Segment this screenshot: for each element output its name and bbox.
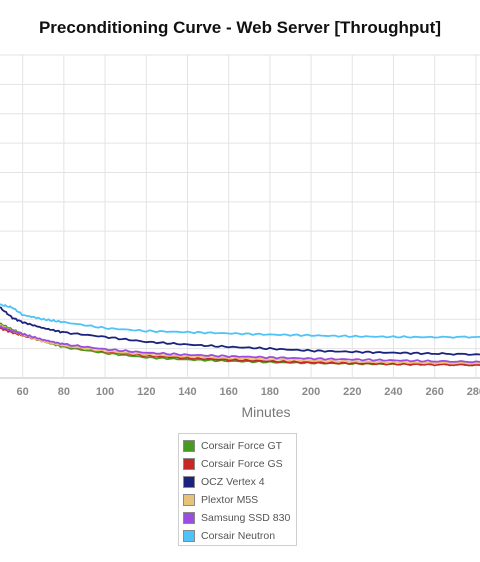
legend-swatch bbox=[183, 458, 195, 470]
x-tick-label: 120 bbox=[137, 386, 155, 398]
legend-label: OCZ Vertex 4 bbox=[201, 476, 265, 488]
legend-item[interactable]: Corsair Force GT bbox=[183, 437, 296, 455]
x-tick-label: 260 bbox=[425, 386, 443, 398]
legend: Corsair Force GT Corsair Force GS OCZ Vert… bbox=[178, 433, 297, 546]
legend-item[interactable]: Plextor M5S bbox=[183, 491, 296, 509]
legend-label: Corsair Force GT bbox=[201, 440, 283, 452]
legend-item[interactable]: Samsung SSD 830 bbox=[183, 509, 296, 527]
series-line-samsung-ssd-830 bbox=[0, 325, 480, 364]
x-tick-label: 160 bbox=[219, 386, 237, 398]
x-tick-label: 240 bbox=[384, 386, 402, 398]
grid bbox=[0, 54, 480, 379]
x-axis-title: Minutes bbox=[241, 404, 290, 420]
x-tick-label: 180 bbox=[261, 386, 279, 398]
legend-label: Corsair Neutron bbox=[201, 530, 276, 542]
legend-item[interactable]: Corsair Force GS bbox=[183, 455, 296, 473]
legend-label: Samsung SSD 830 bbox=[201, 512, 291, 524]
series-layer bbox=[0, 303, 480, 367]
x-tick-label: 100 bbox=[96, 386, 114, 398]
legend-swatch bbox=[183, 476, 195, 488]
legend-swatch bbox=[183, 512, 195, 524]
x-tick-label: 220 bbox=[343, 386, 361, 398]
legend-swatch bbox=[183, 494, 195, 506]
x-tick-label: 80 bbox=[58, 386, 70, 398]
x-tick-label: 60 bbox=[17, 386, 29, 398]
legend-item[interactable]: Corsair Neutron bbox=[183, 527, 296, 545]
x-tick-label: 140 bbox=[178, 386, 196, 398]
chart-title: Preconditioning Curve - Web Server [Thro… bbox=[38, 18, 442, 37]
series-line-plextor-m5s bbox=[0, 323, 480, 365]
x-tick-labels: 60 80 100 120 140 160 180 200 220 240 260 280 bbox=[17, 386, 480, 398]
legend-swatch bbox=[183, 530, 195, 542]
legend-label: Plextor M5S bbox=[201, 494, 259, 506]
plot-area: 60 80 100 120 140 160 180 200 220 240 260 280 Minut… bbox=[0, 54, 480, 420]
x-tick-label: 200 bbox=[302, 386, 320, 398]
legend-swatch bbox=[183, 440, 195, 452]
series-line-ocz-vertex-4 bbox=[0, 306, 480, 356]
legend-label: Corsair Force GS bbox=[201, 458, 283, 470]
series-line-corsair-neutron bbox=[0, 303, 480, 339]
x-tick-label: 280 bbox=[467, 386, 480, 398]
legend-item[interactable]: OCZ Vertex 4 bbox=[183, 473, 296, 491]
